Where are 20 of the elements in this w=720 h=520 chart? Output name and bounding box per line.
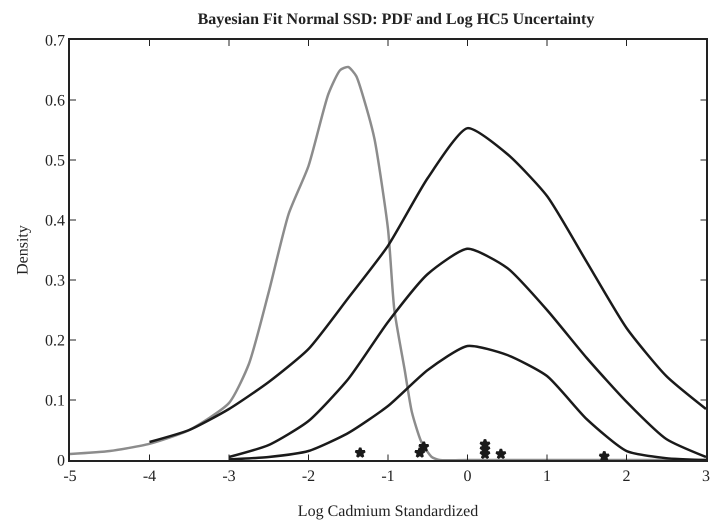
y-tick-label: 0.6 xyxy=(45,92,66,110)
y-tick-label: 0 xyxy=(57,452,66,470)
x-tick-label: 0 xyxy=(464,468,472,485)
x-tick-label: -4 xyxy=(142,468,156,485)
y-tick-label: 0.3 xyxy=(45,272,66,290)
y-tick-label: 0.4 xyxy=(45,212,66,230)
x-tick-label: 1 xyxy=(543,468,551,485)
x-tick-label: -5 xyxy=(63,468,77,485)
y-tick-label: 0.1 xyxy=(45,392,66,410)
y-tick-label: 0.5 xyxy=(45,152,66,170)
y-tick-label: 0.2 xyxy=(45,332,66,350)
x-tick-label: -3 xyxy=(222,468,236,485)
chart-title: Bayesian Fit Normal SSD: PDF and Log HC5 Uncertainty xyxy=(198,11,594,28)
x-tick-label: -2 xyxy=(302,468,316,485)
x-tick-label: 3 xyxy=(702,468,710,485)
x-tick-label: -1 xyxy=(381,468,395,485)
y-axis-title: Density xyxy=(14,225,32,275)
x-tick-label: 2 xyxy=(622,468,630,485)
y-tick-label: 0.7 xyxy=(45,32,66,50)
x-axis-title: Log Cadmium Standardized xyxy=(298,503,478,520)
